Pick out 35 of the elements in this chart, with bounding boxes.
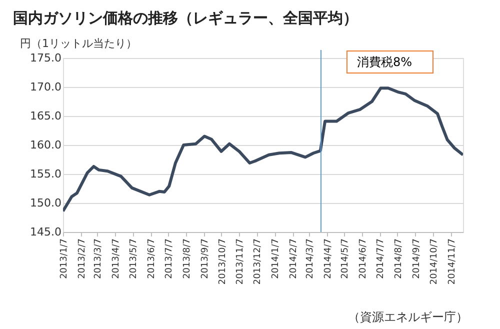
line-series [63,86,463,213]
y-tick-label: 170.0 [30,80,62,94]
text: （資源エネルギー庁） [348,310,468,324]
chart-title: 国内ガソリン価格の推移（レギュラー、全国平均） [13,9,358,27]
x-tick-label: 2013/10/7 [218,238,228,285]
y-tick-label: 175.0 [30,52,62,64]
x-tick-label: 2013/6/7 [147,238,158,279]
y-tick-label: 165.0 [30,110,62,122]
x-tick-label: 2014/7/7 [376,238,386,279]
x-tick-label: 2013/8/7 [182,238,192,279]
y-tick-label: 160.0 [30,138,62,152]
x-tick-label: 2013/1/7 [60,238,70,279]
x-tick-label: 2014/3/7 [305,238,316,279]
x-tick-label: 2013/4/7 [112,238,122,279]
x-tick-label: 2014/1/7 [271,238,282,279]
x-tick-label: 2013/5/7 [129,238,140,279]
x-tick-label: 2014/10/7 [429,238,440,285]
ref-line-label: 消費税8% [356,55,412,69]
x-tick-label: 2014/11/7 [447,238,458,285]
y-tick-label: 145.0 [30,226,62,238]
x-tick-label: 2013/11/7 [236,238,246,285]
x-tick-label: 2013/9/7 [200,238,210,279]
x-tick-label: 2014/8/7 [394,238,404,279]
x-tick-label: 2014/6/7 [358,238,369,279]
x-tick-label: 2013/7/7 [164,238,174,279]
y-tick-label: 150.0 [30,196,62,210]
x-tick-label: 2014/5/7 [340,238,351,279]
x-tick-label: 2013/3/7 [94,238,104,279]
x-tick-label: 2014/4/7 [323,238,334,279]
x-tick-label: 2014/9/7 [412,238,422,279]
x-tick-label: 2013/12/7 [253,238,264,285]
y-tick-label: 155.0 [30,168,62,180]
y-axis-title: 円（1リットル当たり） [20,37,137,50]
x-tick-label: 2013/2/7 [77,238,88,279]
x-tick-label: 2014/2/7 [289,238,300,279]
